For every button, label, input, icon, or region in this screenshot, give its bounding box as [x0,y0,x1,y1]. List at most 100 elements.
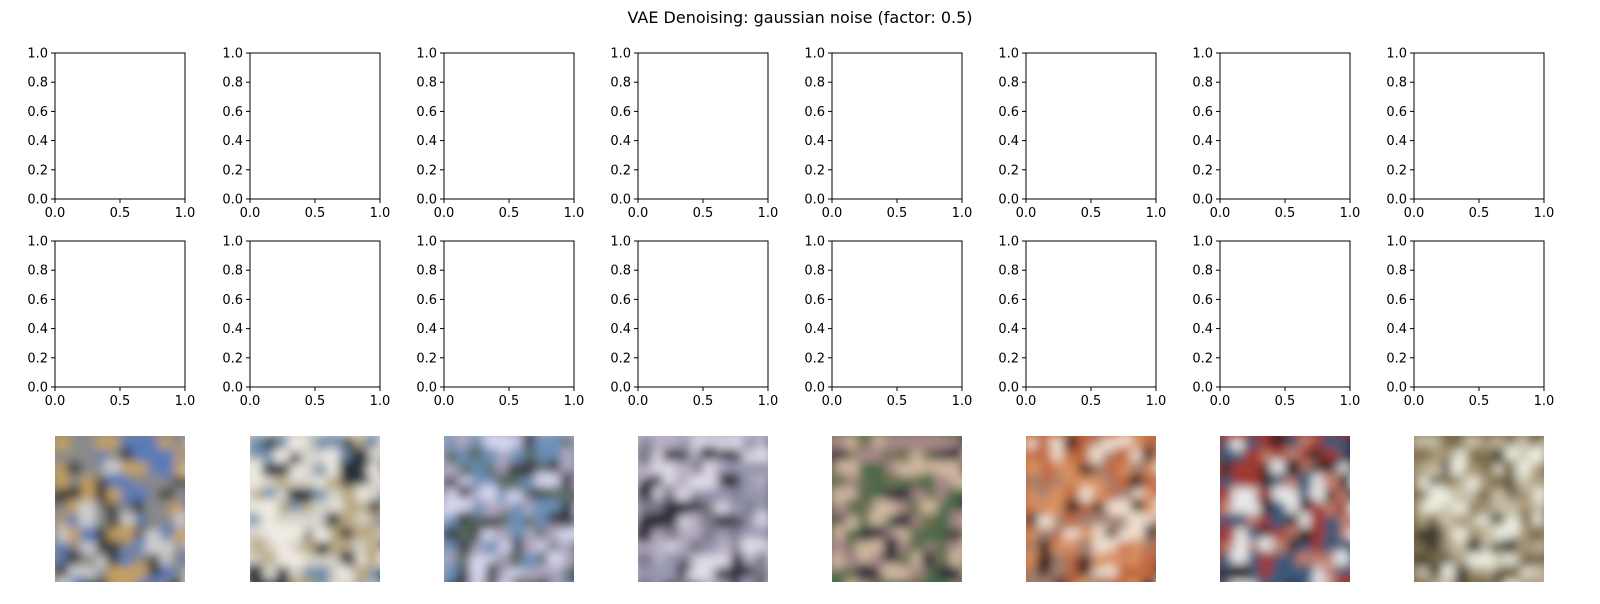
image-patch [882,436,900,451]
image-patch [1339,472,1350,490]
image-patch [949,550,962,568]
y-tick-label: 1.0 [804,235,825,250]
image-patch [1466,448,1484,466]
image-patch [832,538,847,556]
image-patch [846,593,863,600]
image-patch [921,513,939,531]
image-patch [507,551,525,569]
image-patch [159,578,177,582]
image-patch [687,581,705,582]
image-patch [664,512,682,530]
image-patch [119,447,137,465]
image-patch [250,459,265,477]
image-patch [1439,579,1457,582]
image-patch [730,577,748,582]
image-patch [757,525,768,543]
image-patch [304,589,321,600]
image-patch [1454,565,1472,582]
y-tick-label: 0.6 [416,105,437,120]
image-patch [184,527,185,545]
y-tick-label: 0.4 [610,322,631,337]
image-patch [368,499,380,517]
image-patch [965,512,982,529]
image-patch [1547,476,1564,493]
image-patch [1107,590,1124,600]
image-patch [963,537,980,554]
image-patch [483,579,501,582]
image-patch [381,459,398,476]
image-patch [1416,577,1434,582]
y-tick-label: 0.2 [1386,351,1407,366]
axes-r1-c7: 0.0 0.5 1.0 0.0 0.2 0.4 0.6 0.8 1.0 [1192,47,1360,222]
image-patch [1144,436,1156,453]
axes-r1-c8: 0.0 0.5 1.0 0.0 0.2 0.4 0.6 0.8 1.0 [1386,47,1554,222]
x-tick-label: 0.0 [434,206,455,221]
image-patch [147,589,164,600]
image-patch [145,576,163,582]
image-patch [250,436,267,454]
image-patch [377,527,380,545]
image-patch [1451,581,1469,582]
image-patch [1494,524,1512,542]
axes-frame [1219,52,1351,200]
image-patch [1529,525,1544,543]
y-tick-label: 0.0 [1386,193,1407,208]
image-patch [338,459,356,477]
x-tick-label: 1.0 [1340,394,1361,409]
image-patch [131,591,148,600]
image-patch [832,568,847,582]
image-patch [522,553,540,571]
image-patch [1285,580,1303,582]
image-patch [753,591,770,600]
image-patch [260,449,278,467]
image-patch [1155,438,1156,456]
image-patch [676,590,693,600]
axes-r1-c4: 0.0 0.5 1.0 0.0 0.2 0.4 0.6 0.8 1.0 [610,47,778,222]
image-patch [1245,473,1263,491]
image-patch [469,563,487,581]
image-patch [1425,464,1443,482]
image-patch [1541,463,1544,481]
image-patch [512,589,529,600]
x-tick-label: 0.0 [1404,394,1425,409]
y-tick-label: 0.6 [416,293,437,308]
image-patch [756,446,768,464]
image-patch [442,590,459,600]
image-patch [1270,591,1287,600]
x-tick-label: 0.0 [434,394,455,409]
y-tick-label: 0.2 [610,163,631,178]
y-tick-label: 0.0 [416,381,437,396]
image-patch [963,447,980,464]
image-patch [767,540,768,558]
image-patch [184,499,185,517]
image-patch [1476,489,1494,507]
image-patch [1518,595,1535,600]
image-patch [1272,580,1290,582]
image-patch [1519,576,1537,582]
image-patch [832,579,850,582]
image-patch [1350,567,1367,584]
y-tick-label: 1.0 [222,47,243,62]
y-tick-label: 1.0 [416,47,437,62]
image-patch [1348,542,1350,560]
image-patch [480,485,498,503]
y-tick-label: 1.0 [416,235,437,250]
x-tick-label: 0.5 [1469,394,1490,409]
image-patch [909,595,926,600]
image-patch [1428,550,1446,568]
y-tick-label: 0.2 [998,163,1019,178]
image-patch [572,567,574,582]
image-patch [564,592,581,600]
denoised-8 [1414,436,1564,600]
image-patch [1243,448,1261,466]
image-patch [482,502,500,520]
image-patch [315,579,333,582]
image-patch [1465,594,1482,600]
axes-frame [1219,240,1351,388]
axes-frame [1025,240,1157,388]
image-patch [381,537,398,554]
image-patch [65,550,83,568]
image-patch [521,593,538,600]
image-patch [133,580,151,582]
image-patch [1424,498,1442,516]
